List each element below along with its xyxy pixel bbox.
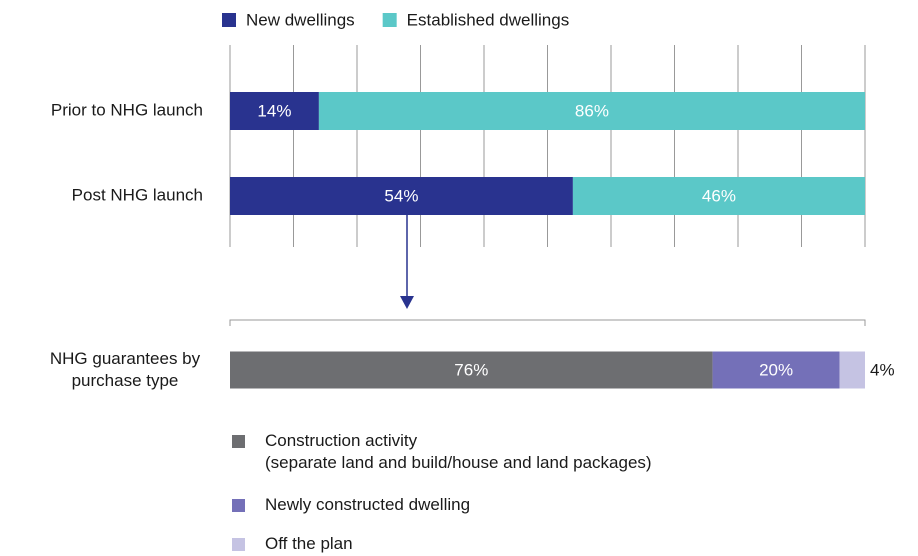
value-label: 76% [454,360,488,379]
value-label: 20% [759,360,793,379]
bar-segment [230,177,573,215]
bracket [229,319,866,326]
legend-swatch [382,13,397,27]
category-label: NHG guarantees by purchase type [49,349,201,390]
value-label: 46% [702,186,736,205]
value-label: 4% [870,360,895,379]
value-label: 86% [575,101,609,120]
category-label: Prior to NHG launch [51,100,203,119]
category-label: Post NHG launch [72,185,203,204]
legend-label: Construction activity (separate land and… [265,431,652,472]
legend-swatch [222,13,236,27]
arrow-head [400,296,414,309]
value-label: 54% [384,186,418,205]
bar-segment [839,351,865,389]
legend-swatch [232,435,245,448]
legend-label: Newly constructed dwelling [265,495,471,514]
bar-segment [318,92,865,130]
legend-label: Established dwellings [407,10,570,29]
bar-segment [230,92,319,130]
value-label: 14% [257,101,291,120]
bar-segment [572,177,865,215]
legend-swatch [232,499,245,512]
legend-label: New dwellings [246,10,355,29]
legend-swatch [232,538,245,551]
bar-segment [230,351,713,389]
bar-segment [712,351,840,389]
legend-label: Off the plan [265,534,353,553]
